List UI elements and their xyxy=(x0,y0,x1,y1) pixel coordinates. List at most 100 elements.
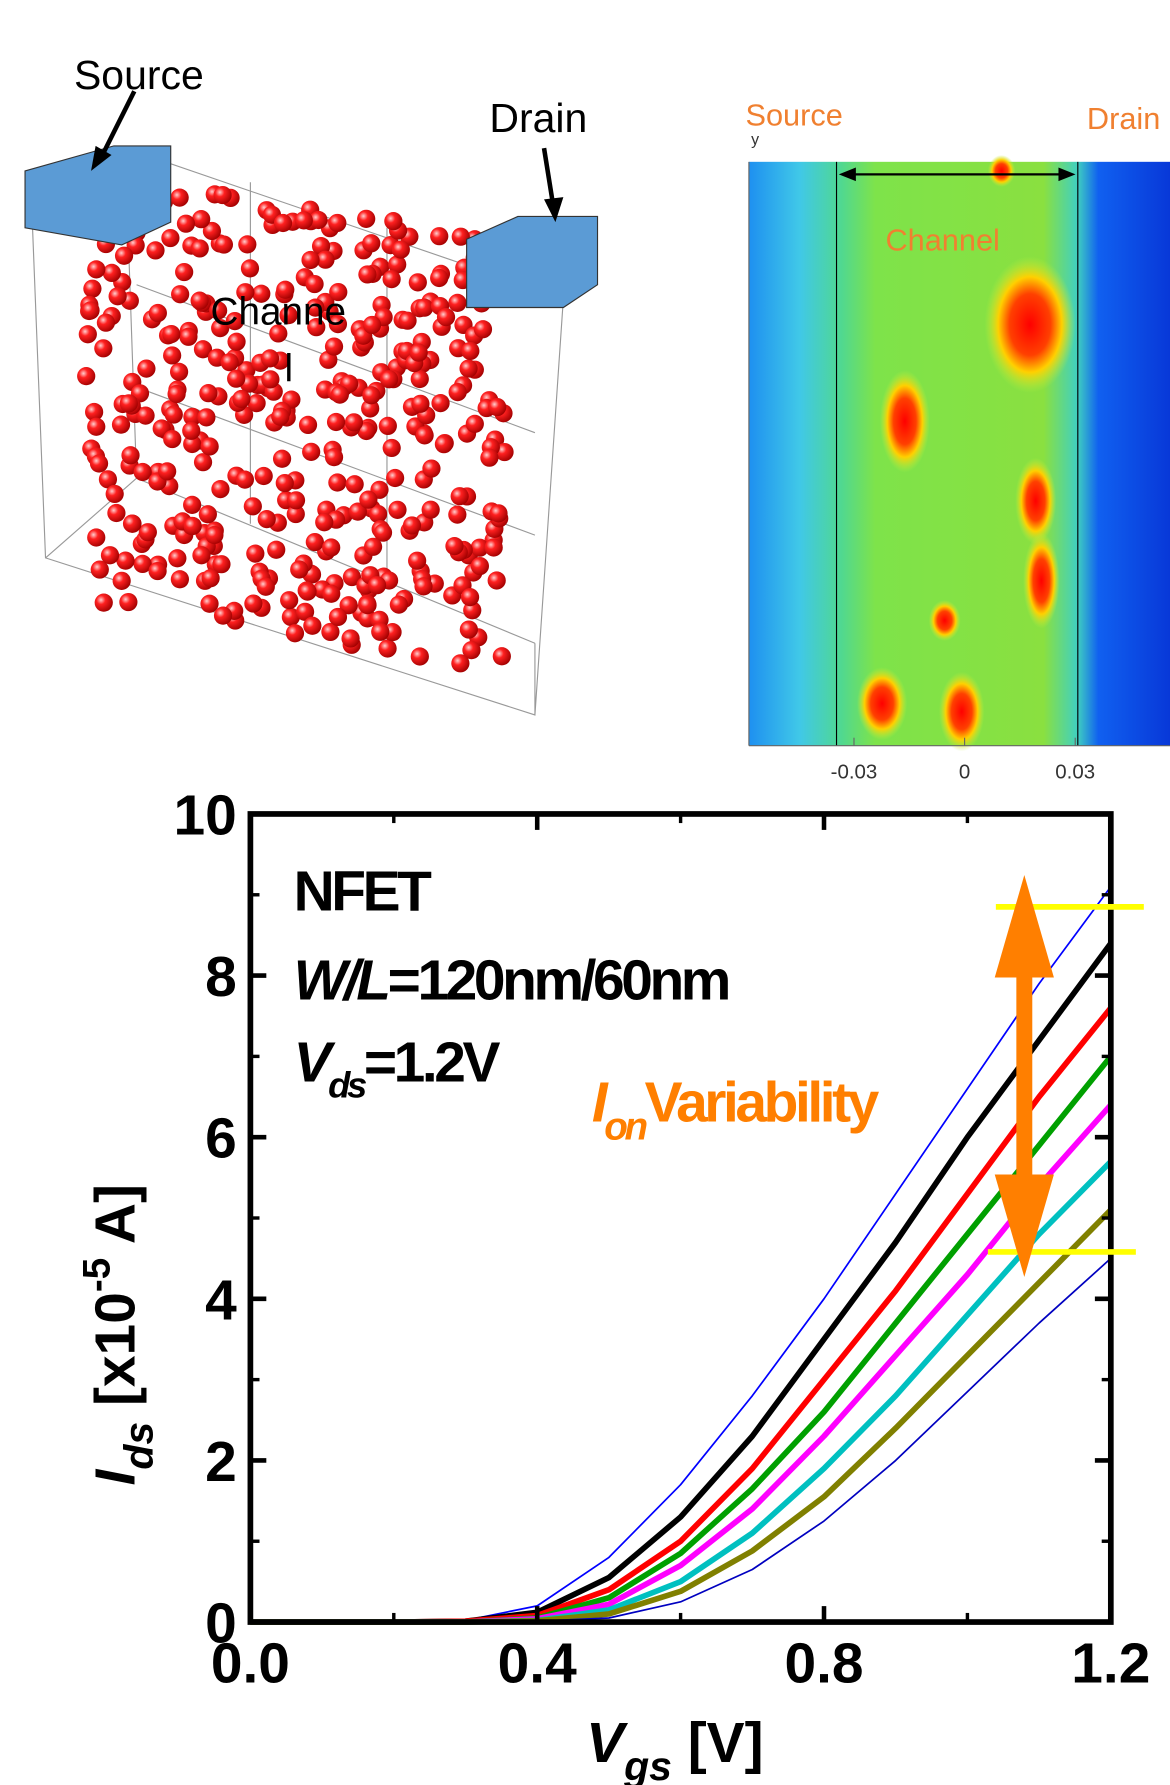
dopant xyxy=(382,269,401,289)
dopant xyxy=(176,214,196,233)
dopant xyxy=(87,417,106,436)
dopant xyxy=(359,490,378,509)
dopant xyxy=(161,228,180,248)
dopant xyxy=(257,510,276,529)
dopant xyxy=(168,549,187,568)
hot-spot xyxy=(879,370,930,473)
dopant xyxy=(341,629,360,648)
dopant xyxy=(87,528,106,547)
dopant xyxy=(324,337,344,356)
x-tick-label: 0.0 xyxy=(211,1631,290,1695)
dopant xyxy=(328,213,347,233)
y-axis-label: Ids [x10-5 A] xyxy=(75,1184,161,1485)
dopant xyxy=(136,406,155,425)
dopant xyxy=(183,516,202,536)
dopant xyxy=(190,239,209,258)
dopant xyxy=(227,332,246,351)
dopant xyxy=(276,280,295,299)
dopant xyxy=(211,480,230,499)
dopant xyxy=(100,546,120,565)
annotation-part: ds xyxy=(328,1064,366,1105)
dopant xyxy=(108,287,127,306)
dopant xyxy=(305,274,324,294)
dopant xyxy=(163,346,182,365)
dopant xyxy=(462,641,481,660)
dopant xyxy=(450,487,469,506)
dopant xyxy=(213,606,233,625)
dopant xyxy=(133,462,152,482)
dopant xyxy=(303,616,322,635)
x-axis-label-part: V xyxy=(586,1711,628,1775)
dopant xyxy=(105,484,124,504)
dopant xyxy=(488,397,507,417)
x-tick-label: 0.03 xyxy=(1055,761,1095,784)
dopant xyxy=(422,459,441,478)
dopant xyxy=(298,582,317,601)
dopant xyxy=(146,241,165,260)
dopant xyxy=(302,442,321,461)
dopant xyxy=(398,311,417,330)
dopant xyxy=(368,504,388,524)
hot-spot xyxy=(928,600,961,641)
heatmap: Source Drain y Channel -0.03 0 0.03 xyxy=(745,97,1170,784)
y-axis-label-part: ds xyxy=(116,1422,162,1470)
dopant xyxy=(382,438,401,458)
dopant xyxy=(328,607,348,627)
dopant xyxy=(271,407,290,426)
dopant xyxy=(209,301,228,320)
dopant xyxy=(410,369,429,389)
x-tick-label: -0.03 xyxy=(831,761,878,784)
dopant xyxy=(81,301,100,320)
dopant xyxy=(305,532,324,552)
dopant xyxy=(322,584,341,603)
dopant xyxy=(193,453,213,472)
hot-spot xyxy=(938,671,985,752)
dopant xyxy=(158,462,177,481)
arrow-head xyxy=(1058,167,1076,182)
dopant xyxy=(448,382,467,402)
dopant xyxy=(290,560,309,579)
drain-label: Drain xyxy=(489,95,587,141)
arrow xyxy=(541,147,556,206)
dopant xyxy=(362,315,382,335)
dopant xyxy=(408,273,427,292)
dopant xyxy=(107,503,126,523)
dopant xyxy=(148,561,167,581)
dopant xyxy=(269,324,288,343)
dopant xyxy=(102,263,121,283)
dopant xyxy=(298,415,318,435)
dopant xyxy=(430,268,449,288)
dopant xyxy=(246,544,265,563)
dopant xyxy=(78,325,97,344)
dopant xyxy=(122,514,142,533)
dopant xyxy=(94,593,113,612)
dopant xyxy=(163,429,182,449)
dopant xyxy=(451,654,470,673)
annotation-part: W/L xyxy=(294,948,389,1012)
dopant xyxy=(384,212,403,231)
channel-label: l xyxy=(285,347,294,390)
dopant xyxy=(201,569,220,588)
dopant xyxy=(286,504,305,524)
dopant xyxy=(281,607,300,627)
x-axis-label-part: [V] xyxy=(672,1711,764,1775)
dopant xyxy=(133,554,152,574)
dopant xyxy=(85,402,104,422)
arrow-head xyxy=(838,167,856,182)
dopant xyxy=(448,293,467,312)
dopant xyxy=(402,516,422,535)
dopant xyxy=(273,213,293,233)
dopant xyxy=(324,448,344,467)
dopant xyxy=(111,415,131,434)
dopant xyxy=(358,596,377,615)
dopant xyxy=(183,434,202,454)
dopant xyxy=(236,283,255,302)
dopant xyxy=(211,318,230,338)
dopants xyxy=(77,176,514,673)
x-tick-label: 1.2 xyxy=(1071,1631,1150,1695)
y-axis-label-part: -5 xyxy=(75,1258,118,1292)
dopant xyxy=(321,622,340,642)
dopant xyxy=(414,577,433,596)
dopant xyxy=(220,353,239,372)
y-tick-label: 6 xyxy=(205,1107,237,1171)
